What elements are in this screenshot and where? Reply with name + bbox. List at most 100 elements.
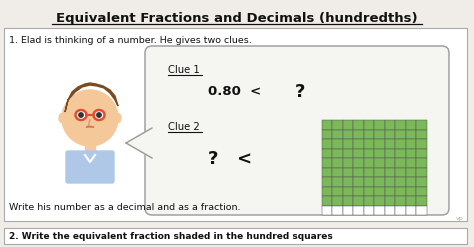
Bar bbox=[406, 120, 417, 129]
Circle shape bbox=[79, 113, 83, 117]
Bar bbox=[406, 167, 417, 177]
Bar bbox=[354, 139, 364, 148]
Bar bbox=[374, 196, 385, 206]
Bar bbox=[364, 167, 374, 177]
Bar bbox=[406, 177, 417, 186]
Bar bbox=[354, 177, 364, 186]
Bar bbox=[332, 148, 343, 158]
Bar bbox=[332, 196, 343, 206]
Bar bbox=[385, 148, 395, 158]
Bar bbox=[332, 120, 343, 129]
Bar bbox=[374, 158, 385, 167]
Bar bbox=[406, 158, 417, 167]
Bar bbox=[354, 120, 364, 129]
Bar bbox=[406, 206, 417, 215]
Bar bbox=[406, 129, 417, 139]
Bar bbox=[374, 206, 385, 215]
Bar bbox=[374, 186, 385, 196]
Bar bbox=[322, 120, 332, 129]
Bar bbox=[354, 148, 364, 158]
Bar bbox=[374, 177, 385, 186]
Bar bbox=[417, 158, 427, 167]
Bar bbox=[395, 186, 406, 196]
Ellipse shape bbox=[59, 114, 65, 123]
FancyBboxPatch shape bbox=[4, 228, 467, 244]
Bar bbox=[385, 129, 395, 139]
Bar bbox=[364, 206, 374, 215]
Bar bbox=[406, 139, 417, 148]
Bar bbox=[322, 148, 332, 158]
Bar bbox=[417, 129, 427, 139]
Bar bbox=[343, 167, 354, 177]
Bar bbox=[364, 139, 374, 148]
Bar bbox=[417, 139, 427, 148]
Bar bbox=[343, 158, 354, 167]
Bar bbox=[322, 167, 332, 177]
Bar bbox=[417, 167, 427, 177]
Bar bbox=[354, 186, 364, 196]
Bar bbox=[343, 148, 354, 158]
Bar bbox=[395, 120, 406, 129]
Bar bbox=[395, 196, 406, 206]
Bar bbox=[322, 139, 332, 148]
Bar bbox=[354, 129, 364, 139]
Bar bbox=[417, 206, 427, 215]
Bar bbox=[374, 129, 385, 139]
Text: Clue 1: Clue 1 bbox=[168, 65, 200, 75]
Text: 1. Elad is thinking of a number. He gives two clues.: 1. Elad is thinking of a number. He give… bbox=[9, 36, 252, 45]
Bar bbox=[385, 158, 395, 167]
Bar bbox=[417, 186, 427, 196]
Bar bbox=[406, 186, 417, 196]
Bar bbox=[385, 167, 395, 177]
Bar bbox=[395, 139, 406, 148]
Bar bbox=[364, 158, 374, 167]
Bar bbox=[364, 129, 374, 139]
Bar bbox=[385, 186, 395, 196]
Bar bbox=[374, 167, 385, 177]
FancyBboxPatch shape bbox=[4, 28, 467, 221]
Bar bbox=[332, 206, 343, 215]
Text: ?   <: ? < bbox=[208, 150, 252, 168]
Bar bbox=[385, 206, 395, 215]
FancyBboxPatch shape bbox=[66, 151, 114, 183]
Bar bbox=[406, 148, 417, 158]
Bar bbox=[85, 144, 95, 154]
Text: 0.80  <: 0.80 < bbox=[208, 85, 261, 98]
Bar bbox=[417, 196, 427, 206]
Bar bbox=[374, 148, 385, 158]
Bar bbox=[343, 196, 354, 206]
Text: ?: ? bbox=[295, 83, 305, 101]
Bar bbox=[395, 158, 406, 167]
Bar bbox=[385, 139, 395, 148]
Bar bbox=[395, 129, 406, 139]
Bar bbox=[374, 139, 385, 148]
Bar bbox=[374, 120, 385, 129]
Bar bbox=[343, 129, 354, 139]
Bar bbox=[385, 196, 395, 206]
Bar bbox=[364, 186, 374, 196]
Text: 2. Write the equivalent fraction shaded in the hundred squares: 2. Write the equivalent fraction shaded … bbox=[9, 232, 333, 241]
Bar bbox=[343, 177, 354, 186]
Bar bbox=[385, 120, 395, 129]
Text: vp: vp bbox=[456, 216, 464, 221]
Circle shape bbox=[76, 110, 85, 120]
Bar bbox=[332, 167, 343, 177]
Bar bbox=[364, 177, 374, 186]
Bar bbox=[332, 129, 343, 139]
Bar bbox=[354, 196, 364, 206]
Bar bbox=[417, 177, 427, 186]
Bar bbox=[332, 158, 343, 167]
Bar bbox=[322, 186, 332, 196]
Bar bbox=[322, 206, 332, 215]
Bar bbox=[343, 120, 354, 129]
Text: Equivalent Fractions and Decimals (hundredths): Equivalent Fractions and Decimals (hundr… bbox=[56, 12, 418, 25]
Bar bbox=[364, 196, 374, 206]
Bar bbox=[354, 206, 364, 215]
Bar bbox=[322, 158, 332, 167]
Bar bbox=[332, 139, 343, 148]
Bar bbox=[395, 148, 406, 158]
Bar bbox=[385, 177, 395, 186]
Bar bbox=[354, 158, 364, 167]
Circle shape bbox=[97, 113, 101, 117]
Bar bbox=[406, 196, 417, 206]
